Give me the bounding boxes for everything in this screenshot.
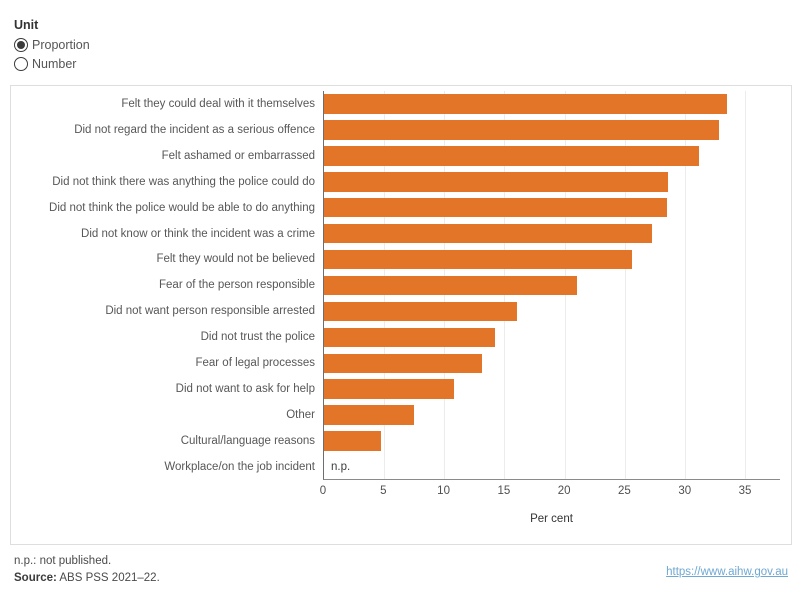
- x-tick-label: 5: [380, 485, 387, 497]
- category-axis: Felt they could deal with it themselves D…: [11, 91, 323, 480]
- bar[interactable]: [324, 431, 381, 451]
- x-gridline: [745, 91, 747, 479]
- category-label: Felt they could deal with it themselves: [121, 97, 315, 110]
- x-tick-label: 0: [319, 485, 327, 497]
- x-tick-label: 25: [618, 485, 631, 497]
- chart-body: Felt they could deal with it themselves D…: [11, 91, 791, 480]
- bar[interactable]: [324, 146, 700, 166]
- source-note: Source: ABS PSS 2021–22.: [14, 570, 160, 587]
- np-value: n.p.: [331, 460, 351, 473]
- category-label: Other: [286, 409, 315, 422]
- bar[interactable]: [324, 275, 577, 296]
- radio-option-proportion[interactable]: Proportion: [14, 35, 90, 54]
- category-label: Did not want person responsible arrested: [105, 305, 315, 318]
- category-label: Fear of the person responsible: [159, 279, 315, 292]
- bar[interactable]: [324, 120, 719, 140]
- bar[interactable]: [324, 172, 669, 192]
- radio-option-label: Number: [32, 56, 77, 71]
- category-label: Did not regard the incident as a serious…: [74, 123, 315, 136]
- plot-area: n.p.: [323, 91, 780, 480]
- x-gridline: [624, 91, 626, 479]
- category-label: Did not know or think the incident was a…: [81, 227, 315, 240]
- radio-option-label: Proportion: [32, 37, 90, 52]
- category-label: Did not think the police would be able t…: [49, 201, 315, 214]
- bar[interactable]: [324, 197, 667, 218]
- bar[interactable]: [324, 301, 517, 322]
- np-note: n.p.: not published.: [14, 555, 112, 567]
- x-tick-label: 35: [738, 485, 752, 497]
- bar[interactable]: [324, 353, 482, 374]
- radio-unselected-icon[interactable]: [14, 56, 28, 71]
- x-tick-label: 15: [497, 485, 511, 497]
- source-label: Source:: [14, 572, 57, 584]
- chart-panel: Felt they could deal with it themselves D…: [10, 85, 792, 545]
- bar[interactable]: [324, 327, 495, 348]
- bar[interactable]: [324, 379, 454, 399]
- radio-selected-icon[interactable]: [14, 37, 28, 52]
- bar[interactable]: [324, 249, 632, 270]
- unit-control-label: Unit: [14, 18, 39, 32]
- bar[interactable]: [324, 405, 415, 425]
- aihw-link[interactable]: https://www.aihw.gov.au: [666, 566, 788, 578]
- category-label: Cultural/language reasons: [180, 434, 315, 447]
- category-label: Workplace/on the job incident: [164, 460, 315, 473]
- category-label: Fear of legal processes: [195, 357, 315, 370]
- x-gridline: [684, 91, 686, 479]
- x-tick-label: 10: [437, 485, 450, 497]
- radio-option-number[interactable]: Number: [14, 54, 90, 73]
- category-label: Did not think there was anything the pol…: [52, 175, 315, 188]
- x-axis: 0 5 10 15 20 25 30 35: [319, 485, 780, 499]
- x-axis-title: Per cent: [530, 513, 573, 525]
- category-label: Felt ashamed or embarrassed: [161, 149, 315, 162]
- category-label: Did not want to ask for help: [175, 383, 315, 396]
- footnote: n.p.: not published. Source: ABS PSS 202…: [14, 553, 160, 587]
- category-label: Felt they would not be believed: [156, 253, 315, 266]
- source-text: ABS PSS 2021–22.: [56, 572, 160, 584]
- x-tick-label: 30: [678, 485, 692, 497]
- x-tick-label: 20: [557, 485, 571, 497]
- unit-control: Unit Proportion Number: [14, 18, 90, 73]
- bar[interactable]: [324, 223, 653, 244]
- category-label: Did not trust the police: [200, 331, 315, 344]
- bar[interactable]: [324, 94, 728, 114]
